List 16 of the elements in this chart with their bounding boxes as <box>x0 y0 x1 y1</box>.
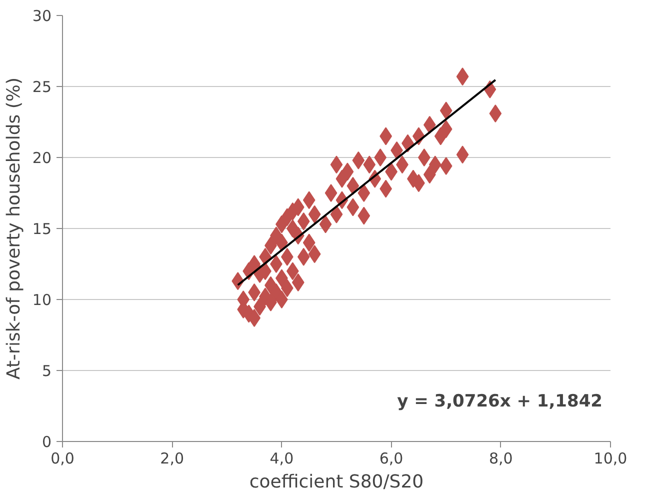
x-tick-label: 6,0 <box>379 450 404 468</box>
y-tick-label: 10 <box>32 291 52 309</box>
y-tick-label: 0 <box>42 433 52 451</box>
x-tick-label: 4,0 <box>270 450 294 468</box>
y-tick-label: 25 <box>32 78 52 96</box>
x-tick-label: 10,0 <box>594 450 628 468</box>
annotation: y = 3,0726x + 1,1842 <box>397 392 603 412</box>
y-tick-label: 15 <box>32 220 52 238</box>
y-tick-label: 5 <box>42 362 52 380</box>
x-tick-label: 8,0 <box>488 450 513 468</box>
y-axis-title: At-risk-of poverty households (%) <box>3 77 24 380</box>
y-tick-label: 30 <box>32 7 52 25</box>
x-tick-label: 2,0 <box>160 450 184 468</box>
x-tick-label: 0,0 <box>50 450 74 468</box>
y-tick-label: 20 <box>32 149 52 167</box>
x-axis-title: coefficient S80/S20 <box>249 472 424 492</box>
